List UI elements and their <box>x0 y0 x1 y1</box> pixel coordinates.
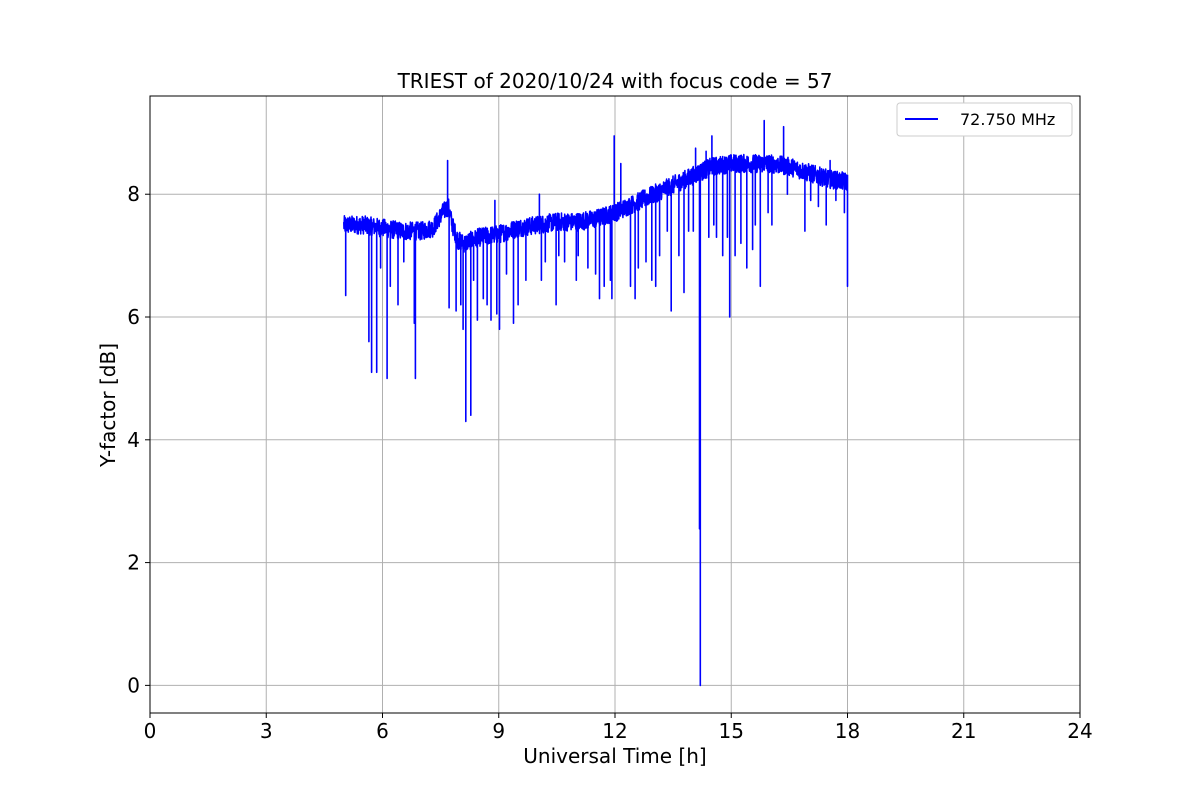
x-tick-label: 0 <box>144 719 157 743</box>
x-tick-label: 6 <box>376 719 389 743</box>
x-tick-label: 3 <box>260 719 273 743</box>
y-axis-label: Y-factor [dB] <box>96 343 120 468</box>
chart-title: TRIEST of 2020/10/24 with focus code = 5… <box>397 69 833 93</box>
legend-box <box>896 102 1073 137</box>
x-tick-label: 18 <box>835 719 860 743</box>
y-tick-label: 6 <box>127 305 140 329</box>
series-layer <box>343 119 849 687</box>
series-line-0 <box>343 119 849 687</box>
legend-entry-label: 72.750 MHz <box>960 110 1055 129</box>
x-tick-label: 9 <box>492 719 505 743</box>
legend: 72.750 MHz <box>896 102 1073 137</box>
x-tick-label: 12 <box>602 719 627 743</box>
x-axis-label: Universal Time [h] <box>523 744 706 768</box>
x-tick-label: 21 <box>951 719 976 743</box>
y-tick-label: 4 <box>127 428 140 452</box>
y-tick-label: 0 <box>127 673 140 697</box>
y-tick-label: 2 <box>127 551 140 575</box>
y-tick-label: 8 <box>127 182 140 206</box>
x-tick-label: 24 <box>1067 719 1092 743</box>
x-tick-label: 15 <box>719 719 744 743</box>
